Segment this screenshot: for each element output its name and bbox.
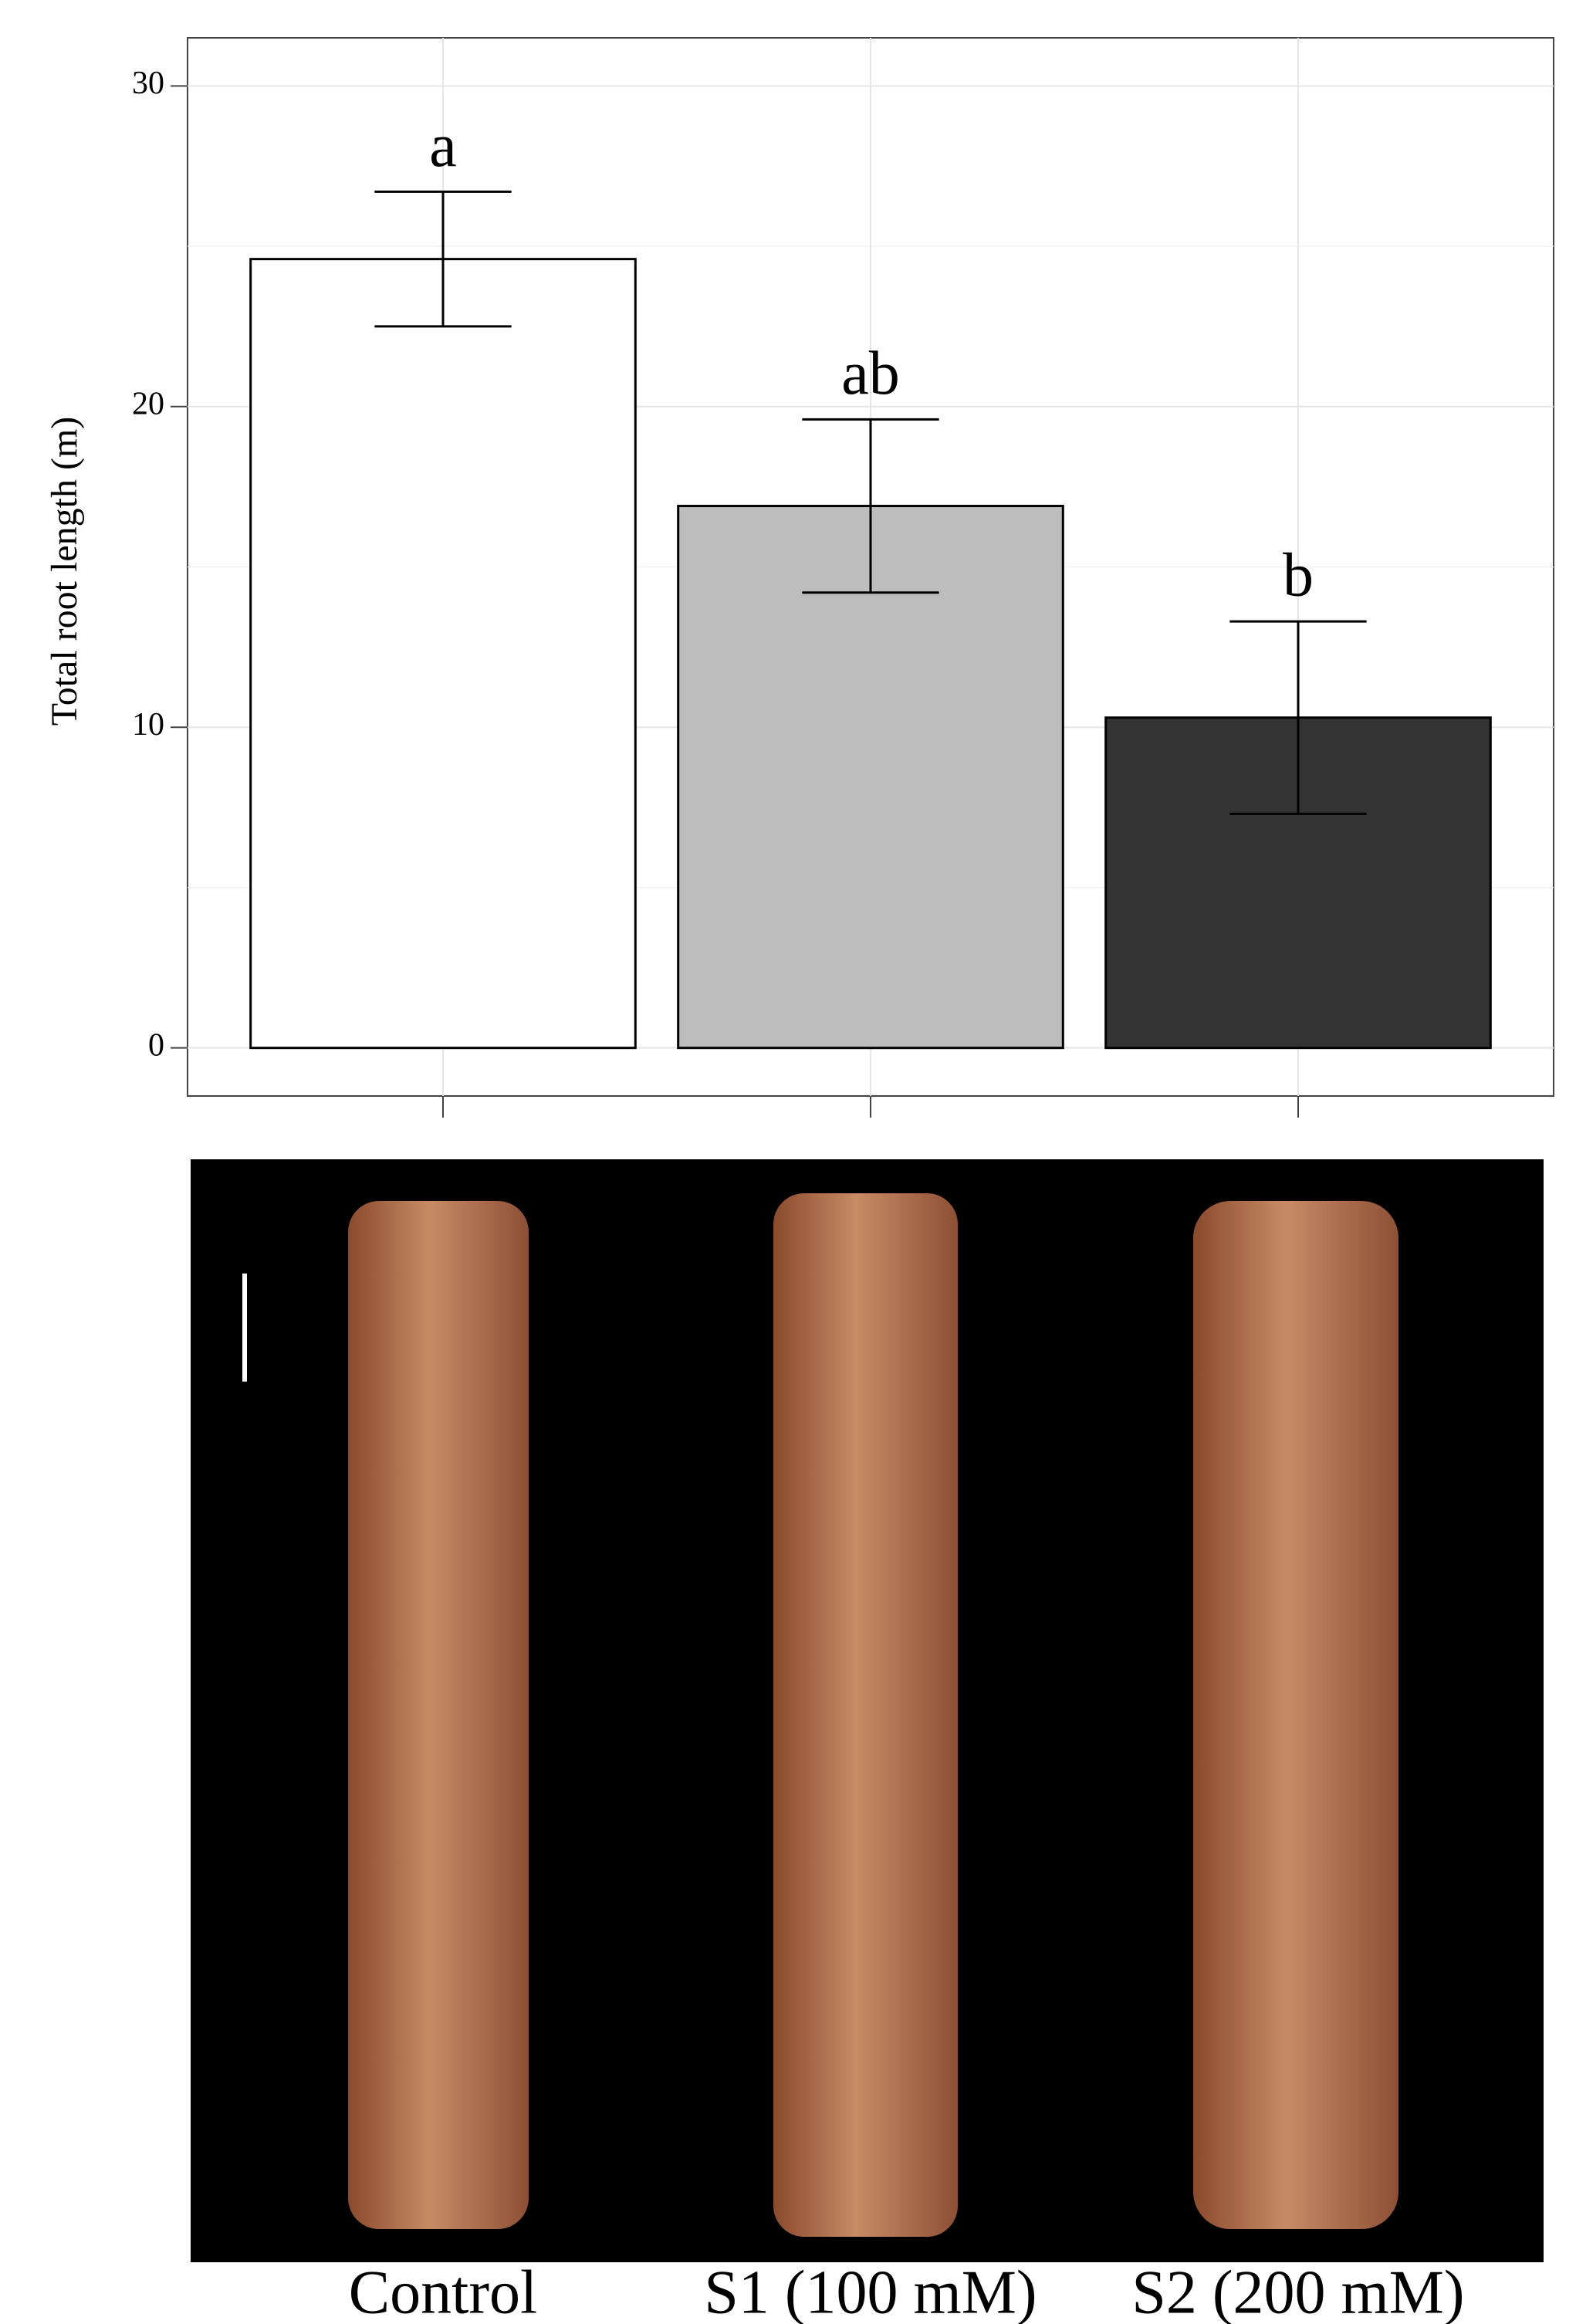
significance-letter: ab (841, 340, 900, 408)
y-tick-label: 0 (148, 1027, 164, 1063)
y-tick-label: 10 (132, 707, 164, 743)
soil-core (1193, 1201, 1398, 2229)
root-photo (191, 1159, 1544, 2262)
y-tick-label: 20 (132, 386, 164, 421)
x-category-label: S2 (200 mM) (1131, 2258, 1464, 2324)
soil-core (348, 1201, 529, 2229)
soil-core (773, 1193, 958, 2237)
x-category-label: S1 (100 mM) (704, 2258, 1037, 2324)
y-axis-title: Total root length (m) (44, 417, 85, 726)
bar (677, 505, 1064, 1050)
bar (1104, 716, 1492, 1050)
significance-letter: a (429, 112, 457, 180)
x-category-label: Control (349, 2258, 537, 2324)
bar (249, 258, 637, 1050)
y-tick-label: 30 (132, 66, 164, 101)
significance-letter: b (1283, 541, 1314, 609)
